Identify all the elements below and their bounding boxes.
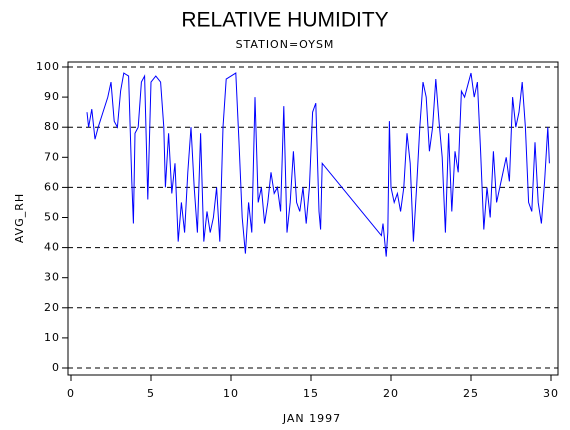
x-tick-label: 5 (147, 387, 155, 400)
y-tick-label: 10 (44, 331, 60, 344)
x-tick-label: 30 (543, 387, 559, 400)
y-tick-label: 20 (44, 301, 60, 314)
y-axis-label: AVG_RH (13, 193, 26, 243)
plot-frame (67, 61, 559, 376)
y-tick-label: 0 (52, 361, 60, 374)
x-tick-label: 15 (303, 387, 319, 400)
y-tick-label: 100 (36, 60, 60, 73)
x-axis-label: JAN 1997 (282, 412, 341, 425)
y-tick-label: 70 (44, 150, 60, 163)
x-tick-label: 20 (383, 387, 399, 400)
y-tick-label: 50 (44, 211, 60, 224)
y-tick-label: 80 (44, 120, 60, 133)
x-tick-label: 0 (67, 387, 75, 400)
chart-subtitle: STATION=OYSM (236, 38, 335, 51)
y-tick-label: 60 (44, 180, 60, 193)
y-tick-label: 30 (44, 271, 60, 284)
y-tick-label: 90 (44, 90, 60, 103)
x-tick-label: 10 (223, 387, 239, 400)
chart-title: RELATIVE HUMIDITY (181, 9, 388, 32)
data-line (86, 72, 550, 257)
x-tick-label: 25 (463, 387, 479, 400)
y-tick-label: 40 (44, 241, 60, 254)
